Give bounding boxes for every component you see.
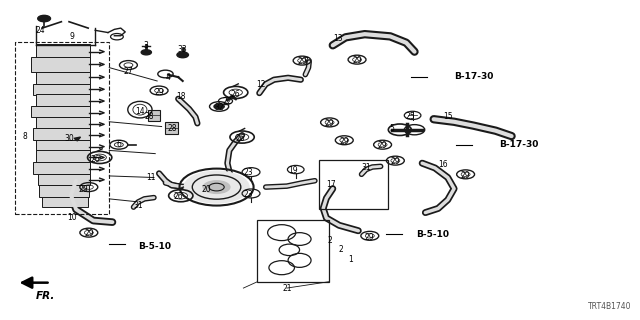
Text: 29: 29: [79, 185, 88, 194]
Text: B-5-10: B-5-10: [138, 242, 171, 251]
Text: 30: 30: [65, 134, 74, 143]
Text: FR.: FR.: [36, 291, 55, 300]
Text: 19: 19: [289, 166, 298, 175]
Text: B-17-30: B-17-30: [454, 72, 493, 81]
Text: 8: 8: [22, 132, 28, 140]
Text: 26: 26: [236, 134, 245, 143]
Bar: [33, 128, 90, 140]
Text: 29: 29: [324, 119, 334, 128]
Text: 22: 22: [223, 97, 232, 106]
Bar: [166, 123, 178, 134]
Text: 13: 13: [333, 34, 342, 43]
Text: 24: 24: [35, 26, 45, 35]
Text: 4: 4: [166, 73, 170, 82]
Text: 23: 23: [244, 190, 253, 199]
Bar: [39, 186, 89, 197]
Circle shape: [38, 15, 51, 22]
Text: 21: 21: [282, 284, 292, 292]
Bar: [38, 174, 90, 186]
Text: 31: 31: [361, 164, 371, 172]
Text: 25: 25: [406, 112, 415, 121]
Text: 32: 32: [214, 103, 224, 112]
Text: 29: 29: [84, 229, 93, 238]
Text: 16: 16: [438, 160, 447, 169]
Text: 5: 5: [389, 124, 394, 133]
Text: TRT4B1740: TRT4B1740: [588, 302, 632, 311]
Text: 28: 28: [167, 124, 177, 133]
Text: 26: 26: [90, 155, 100, 164]
Text: 9: 9: [70, 32, 75, 41]
Text: 26: 26: [231, 90, 241, 99]
Text: 29: 29: [339, 137, 349, 146]
Bar: [42, 197, 88, 207]
Circle shape: [202, 180, 230, 194]
Bar: [33, 162, 90, 174]
Text: 2: 2: [327, 236, 332, 245]
Text: 15: 15: [443, 112, 452, 121]
Text: 29: 29: [352, 56, 362, 65]
Bar: [36, 117, 90, 129]
Text: 10: 10: [67, 213, 77, 222]
Text: 20: 20: [202, 185, 211, 194]
Bar: [36, 150, 90, 163]
Text: B-17-30: B-17-30: [499, 140, 538, 149]
Bar: [36, 94, 90, 107]
Bar: [148, 110, 161, 121]
Text: B-5-10: B-5-10: [416, 230, 449, 239]
Text: 33: 33: [178, 44, 188, 54]
Text: 18: 18: [176, 92, 186, 101]
Circle shape: [214, 104, 224, 109]
Text: 17: 17: [326, 180, 336, 189]
Text: 2: 2: [338, 245, 343, 254]
Text: 14: 14: [135, 107, 145, 116]
Bar: [15, 42, 109, 214]
Text: 23: 23: [244, 168, 253, 177]
Text: 26: 26: [173, 192, 183, 201]
Text: 12: 12: [257, 80, 266, 89]
Bar: [36, 44, 90, 58]
Bar: [31, 106, 90, 117]
Bar: [319, 160, 388, 209]
Text: 29: 29: [390, 157, 400, 166]
Text: 29: 29: [461, 171, 470, 180]
Polygon shape: [74, 137, 81, 141]
Bar: [33, 84, 90, 95]
Text: 27: 27: [124, 67, 133, 76]
Bar: [31, 57, 90, 72]
Text: 29: 29: [154, 88, 164, 97]
Text: 1: 1: [348, 255, 353, 264]
Bar: [36, 72, 90, 84]
Text: 11: 11: [146, 173, 156, 182]
Text: 28: 28: [144, 112, 154, 121]
Text: 6: 6: [116, 140, 121, 149]
Text: 3: 3: [144, 41, 148, 51]
Text: 29: 29: [378, 141, 387, 150]
Text: 29: 29: [365, 233, 374, 242]
Text: 31: 31: [133, 201, 143, 210]
Text: 29: 29: [298, 57, 307, 66]
Bar: [257, 220, 329, 282]
Text: 7: 7: [303, 57, 308, 66]
Circle shape: [177, 52, 188, 58]
Bar: [36, 140, 90, 151]
Circle shape: [141, 50, 152, 55]
Circle shape: [183, 171, 250, 204]
